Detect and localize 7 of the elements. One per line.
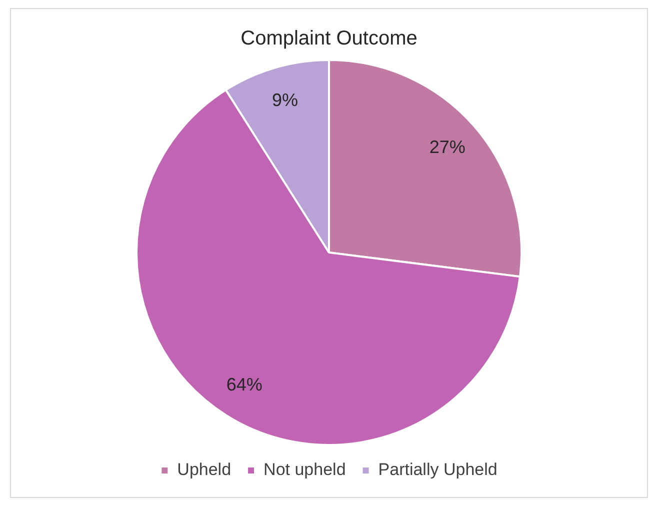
data-label: 64%: [226, 374, 262, 395]
legend-label: Upheld: [177, 460, 232, 480]
data-label: 9%: [272, 90, 298, 110]
data-label: 27%: [429, 137, 466, 158]
chart-title: Complaint Outcome: [240, 28, 418, 50]
legend-label: Not upheld: [264, 460, 346, 480]
legend-label: Partially Upheld: [378, 460, 498, 480]
